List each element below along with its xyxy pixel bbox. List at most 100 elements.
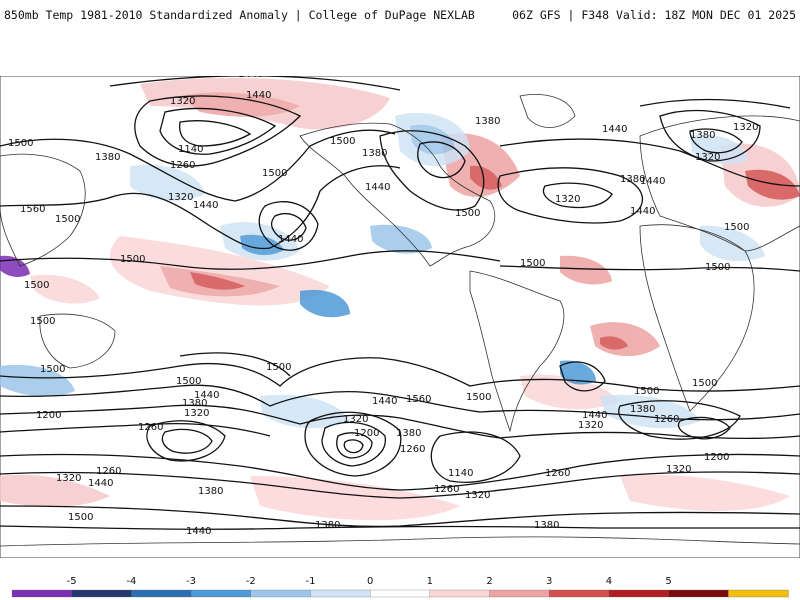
colorbar-tick-label: 0 bbox=[367, 576, 373, 587]
colorbar-swatch bbox=[608, 589, 670, 598]
contour-label: 1200 bbox=[704, 452, 729, 463]
contour-label: 1560 bbox=[406, 394, 431, 405]
contour-label: 1440 bbox=[186, 526, 211, 537]
contour-label: 1500 bbox=[55, 214, 80, 225]
contour-line bbox=[0, 505, 800, 528]
anomaly-patch bbox=[370, 224, 432, 254]
contour-label: 1440 bbox=[194, 390, 219, 401]
contour-label: 1380 bbox=[315, 520, 340, 531]
contour-label: 1320 bbox=[168, 192, 193, 203]
colorbar-tick-label: 5 bbox=[665, 576, 671, 587]
contour-label: 1500 bbox=[176, 376, 201, 387]
contour-label: 1500 bbox=[8, 138, 33, 149]
contour-label: 1260 bbox=[400, 444, 425, 455]
contour-label: 1440 bbox=[193, 200, 218, 211]
contour-line bbox=[659, 109, 761, 162]
colorbar-tick-label: -4 bbox=[126, 576, 136, 587]
contour-label: 1500 bbox=[120, 254, 145, 265]
contour-label: 1140 bbox=[178, 144, 203, 155]
anomaly-patch bbox=[745, 169, 800, 200]
anomaly-patch bbox=[410, 124, 455, 155]
contour-label: 1260 bbox=[138, 422, 163, 433]
contour-label: 1320 bbox=[733, 122, 758, 133]
colorbar-tick-label: -5 bbox=[67, 576, 77, 587]
contour-line bbox=[497, 167, 644, 224]
colorbar-swatch bbox=[489, 589, 550, 598]
contour-label: 1320 bbox=[184, 408, 209, 419]
contour-label: 1260 bbox=[96, 466, 121, 477]
contour-label: 1380 bbox=[690, 130, 715, 141]
anomaly-patch bbox=[600, 336, 628, 350]
colorbar-tick-label: 3 bbox=[546, 576, 552, 587]
contour-label: 1200 bbox=[354, 428, 379, 439]
contour-label: 1380 bbox=[630, 404, 655, 415]
contour-line bbox=[639, 98, 791, 109]
contour-label: 1440 bbox=[640, 176, 665, 187]
contour-line bbox=[689, 128, 743, 154]
contour-label: 1440 bbox=[88, 478, 113, 489]
contour-label: 1500 bbox=[262, 168, 287, 179]
africa-coast bbox=[639, 224, 755, 412]
contour-label: 1500 bbox=[330, 136, 355, 147]
contour-label: 1500 bbox=[724, 222, 749, 233]
contour-line bbox=[343, 439, 364, 454]
anomaly-colorbar: -5 -4 -3 -2 -1 0 1 2 3 4 5 bbox=[11, 576, 789, 598]
contour-label: 1500 bbox=[634, 386, 659, 397]
contour-labels: 1440 1440 1320 1500 1380 1260 1140 1320 … bbox=[8, 76, 758, 537]
colorbar-swatch bbox=[131, 589, 192, 598]
anomaly-patch bbox=[470, 165, 502, 190]
contour-label: 1380 bbox=[620, 174, 645, 185]
anomaly-patch bbox=[0, 364, 75, 397]
anomaly-patch bbox=[600, 394, 700, 429]
anomaly-patch bbox=[30, 274, 100, 304]
contour-label: 1320 bbox=[666, 464, 691, 475]
contour-label: 1500 bbox=[40, 364, 65, 375]
contour-line bbox=[179, 120, 252, 147]
contour-label: 1380 bbox=[475, 116, 500, 127]
contour-line bbox=[542, 182, 613, 209]
colorbar-swatch bbox=[11, 589, 73, 598]
colorbar-swatch bbox=[728, 589, 789, 598]
contour-label: 1380 bbox=[534, 520, 559, 531]
contour-line bbox=[179, 352, 291, 377]
contour-label: 1320 bbox=[170, 96, 195, 107]
contour-label: 1320 bbox=[343, 414, 368, 425]
contour-line bbox=[0, 129, 396, 202]
australia-coast bbox=[39, 313, 116, 369]
anomaly-patch bbox=[180, 92, 300, 117]
contour-label: 1260 bbox=[545, 468, 570, 479]
contour-line bbox=[0, 404, 800, 439]
greenland-coast bbox=[519, 94, 576, 128]
colorbar-swatch bbox=[668, 589, 729, 598]
contour-label: 1320 bbox=[695, 152, 720, 163]
contour-label: 1440 bbox=[246, 90, 271, 101]
contour-line bbox=[0, 250, 501, 270]
colorbar-tick-label: -1 bbox=[305, 576, 315, 587]
contour-label: 1500 bbox=[692, 378, 717, 389]
contour-label: 1440 bbox=[630, 206, 655, 217]
contour-label: 1440 bbox=[365, 182, 390, 193]
colorbar-tick-label: 2 bbox=[486, 576, 492, 587]
contour-label: 1320 bbox=[465, 490, 490, 501]
colorbar-ticks: -5 -4 -3 -2 -1 0 1 2 3 4 5 bbox=[67, 576, 672, 587]
contour-label: 1500 bbox=[24, 280, 49, 291]
contour-line bbox=[379, 130, 485, 211]
contour-label: 1440 bbox=[582, 410, 607, 421]
contour-label: 1260 bbox=[654, 414, 679, 425]
colorbar-tick-label: 4 bbox=[606, 576, 612, 587]
map-title: 850mb Temp 1981-2010 Standardized Anomal… bbox=[4, 8, 475, 22]
contour-line bbox=[618, 400, 741, 440]
contour-label: 1440 bbox=[238, 76, 263, 80]
contour-line bbox=[109, 76, 401, 91]
contour-line bbox=[0, 422, 271, 437]
contour-line bbox=[0, 384, 800, 421]
anomaly-patch bbox=[560, 255, 612, 285]
contour-label: 1440 bbox=[602, 124, 627, 135]
anomaly-patch bbox=[130, 164, 205, 201]
colorbar-swatch bbox=[190, 589, 252, 598]
height-contours bbox=[0, 76, 800, 530]
colorbar-swatch bbox=[370, 589, 431, 598]
contour-label: 1320 bbox=[555, 194, 580, 205]
contour-label: 1380 bbox=[95, 152, 120, 163]
contour-line bbox=[677, 416, 731, 440]
